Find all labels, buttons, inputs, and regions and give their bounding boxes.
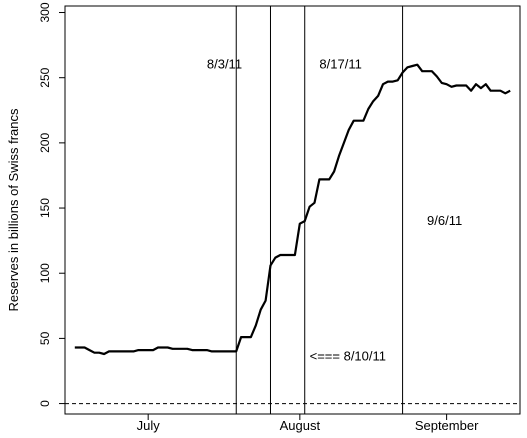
annotations: 8/3/11 8/17/11 9/6/11 <=== 8/10/11 [207, 57, 462, 364]
annotation-label: 8/17/11 [319, 57, 361, 72]
x-tick-label: August [280, 418, 321, 433]
annotation-label: 8/3/11 [207, 57, 242, 72]
y-axis: 0 50 100 150 200 250 300 [38, 2, 65, 407]
series-line [74, 63, 511, 356]
y-tick-label: 100 [38, 263, 52, 283]
plot-frame [64, 5, 521, 415]
annotation-label: <=== 8/10/11 [310, 349, 386, 364]
y-tick-label: 300 [38, 2, 52, 22]
y-tick-label: 0 [38, 400, 52, 407]
y-tick-label: 250 [38, 67, 52, 87]
y-tick-label: 50 [38, 331, 52, 345]
x-axis: July August September [137, 414, 479, 433]
y-tick-label: 200 [38, 133, 52, 153]
x-tick-label: July [137, 418, 161, 433]
y-axis-label: Reserves in billions of Swiss francs [6, 108, 21, 312]
x-tick-label: September [415, 418, 479, 433]
annotation-label: 9/6/11 [427, 213, 462, 228]
y-tick-label: 150 [38, 198, 52, 218]
